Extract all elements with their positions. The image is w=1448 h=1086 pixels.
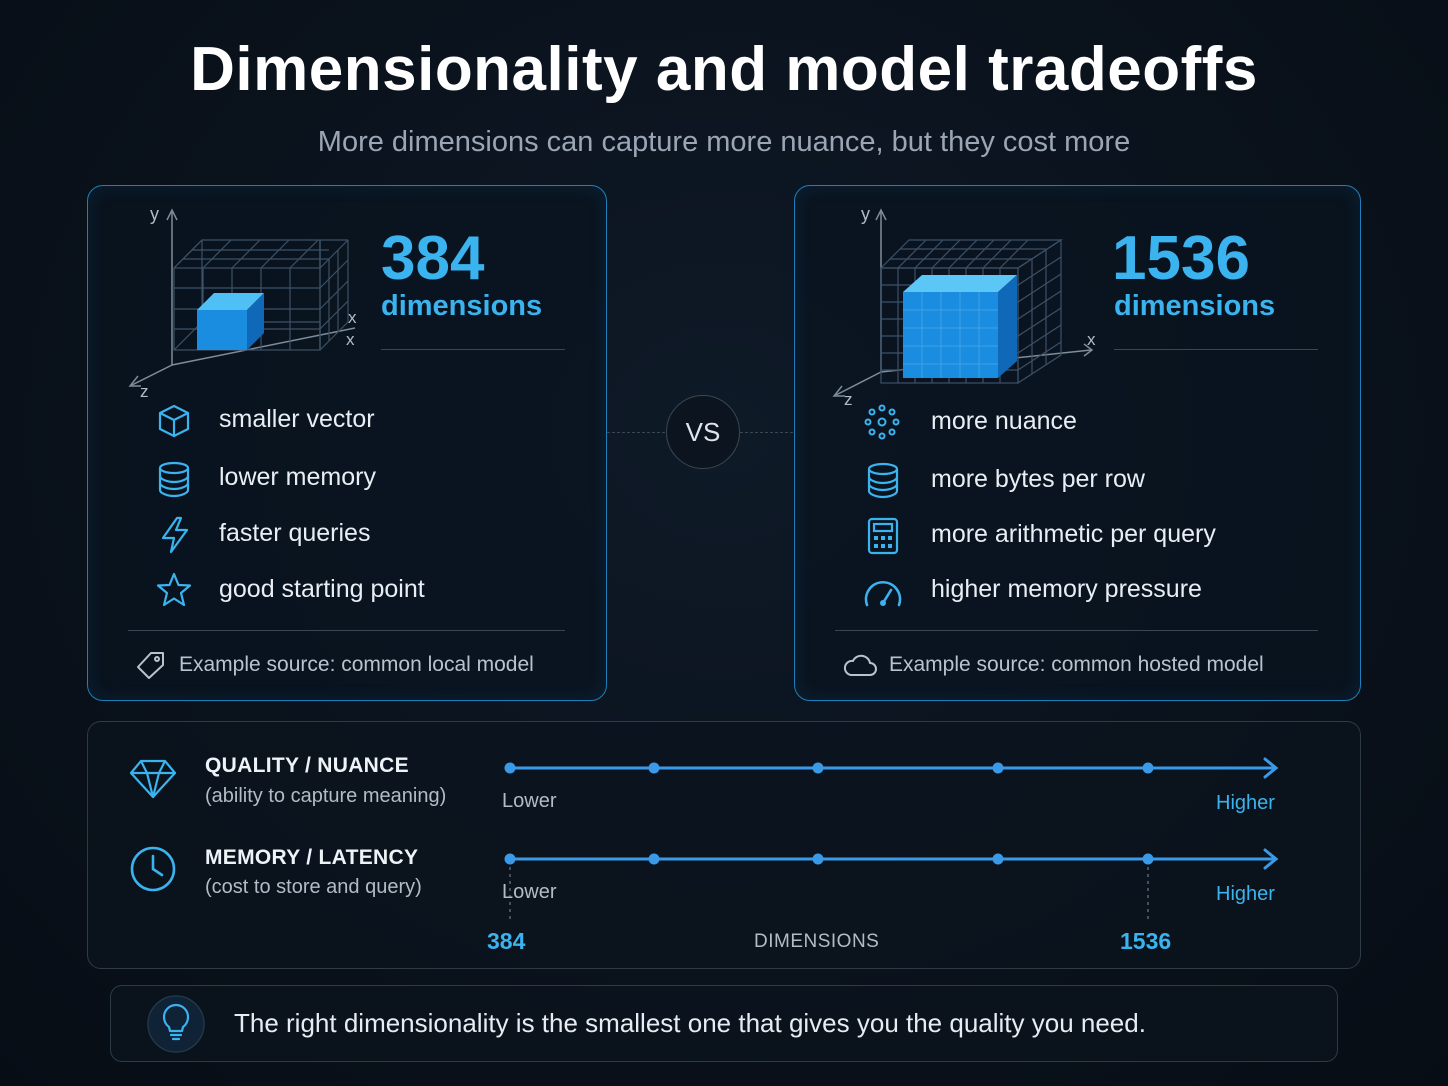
vs-badge: VS [666, 395, 740, 469]
lightning-icon [161, 516, 189, 554]
small-cube-illustration [128, 208, 356, 387]
lightbulb-icon [147, 995, 205, 1053]
dimension-count-384: 384 [381, 224, 485, 293]
divider [1114, 349, 1318, 350]
card-1536-dimensions [794, 185, 1361, 701]
feature-good-starting-point: good starting point [219, 575, 425, 603]
dimension-count-1536: 1536 [1112, 224, 1250, 293]
dimensions-label: dimensions [381, 290, 543, 322]
feature-lower-memory: lower memory [219, 463, 376, 491]
z-axis-label: z [140, 382, 149, 401]
calculator-icon [867, 517, 899, 555]
scale-lines [504, 757, 1279, 921]
connector-line [607, 432, 665, 433]
source-local-model: Example source: common local model [179, 653, 534, 676]
divider [128, 630, 565, 631]
scale-low-quality: Lower [502, 790, 557, 812]
scale-low-memory: Lower [502, 881, 557, 903]
feature-more-bytes-per-row: more bytes per row [931, 465, 1145, 493]
tradeoff-scales-panel [87, 721, 1361, 969]
scale-title-memory: MEMORY / LATENCY [205, 846, 419, 869]
divider [381, 349, 565, 350]
large-cube-illustration [832, 208, 1094, 397]
dots-icon [864, 404, 900, 440]
cloud-icon [843, 654, 877, 676]
cube-icon [158, 404, 190, 438]
page-title: Dimensionality and model tradeoffs [190, 35, 1258, 104]
x-axis-label-2: x [346, 330, 355, 349]
scale-high-quality: Higher [1216, 792, 1275, 814]
feature-more-arithmetic: more arithmetic per query [931, 520, 1216, 548]
axis-end-1536: 1536 [1120, 928, 1172, 954]
axis-start-384: 384 [487, 928, 526, 954]
tip-box [110, 985, 1338, 1062]
diamond-icon [129, 759, 177, 799]
z-axis-label: z [844, 390, 853, 409]
x-axis-label: x [1087, 330, 1096, 349]
source-hosted-model: Example source: common hosted model [889, 653, 1264, 676]
clock-icon [130, 846, 176, 892]
database-icon [158, 461, 190, 498]
connector-line [740, 432, 793, 433]
scale-subtitle-quality: (ability to capture meaning) [205, 785, 447, 807]
feature-higher-memory-pressure: higher memory pressure [931, 575, 1202, 603]
scale-title-quality: QUALITY / NUANCE [205, 754, 409, 777]
feature-faster-queries: faster queries [219, 519, 371, 547]
divider [835, 630, 1318, 631]
y-axis-label: y [150, 204, 159, 224]
feature-more-nuance: more nuance [931, 407, 1077, 435]
feature-smaller-vector: smaller vector [219, 405, 375, 433]
tip-text: The right dimensionality is the smallest… [234, 1008, 1146, 1038]
x-axis-label: x [348, 308, 357, 327]
page-subtitle: More dimensions can capture more nuance,… [317, 126, 1131, 158]
tag-icon [137, 652, 164, 679]
star-icon [156, 572, 192, 607]
scale-high-memory: Higher [1216, 883, 1275, 905]
gauge-icon [864, 581, 902, 607]
dimensions-label: dimensions [1114, 290, 1276, 322]
scale-subtitle-memory: (cost to store and query) [205, 876, 422, 898]
database-icon [867, 462, 899, 499]
y-axis-label: y [861, 204, 870, 224]
axis-label-dimensions: DIMENSIONS [754, 931, 880, 952]
